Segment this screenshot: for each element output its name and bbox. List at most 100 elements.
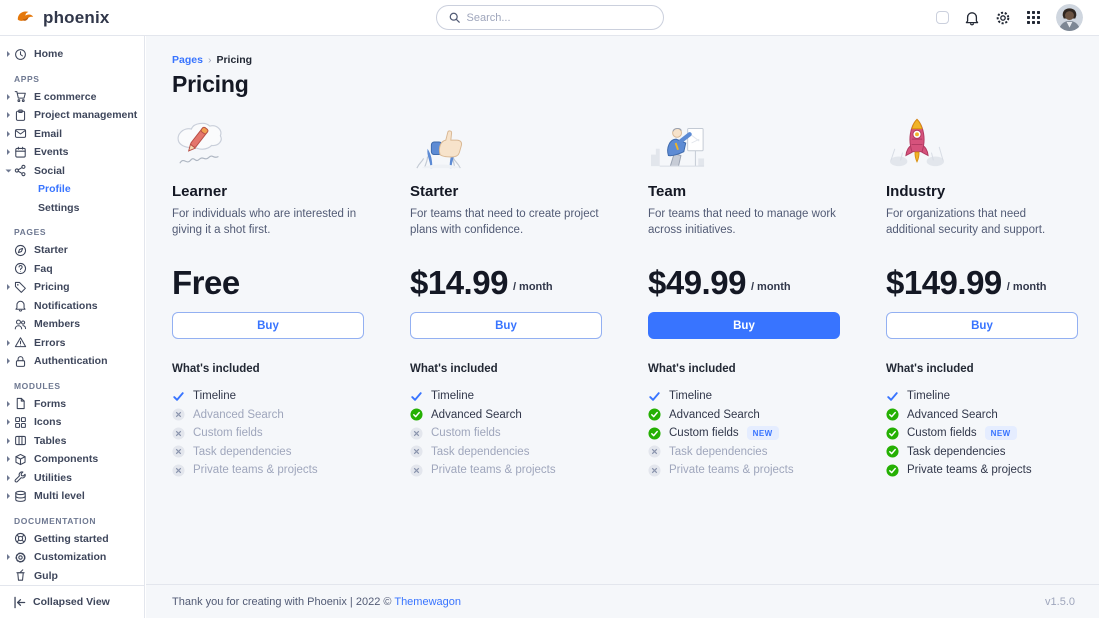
plan-price: $49.99 (648, 264, 746, 301)
feature-label: Private teams & projects (193, 464, 318, 477)
plan-period: / month (750, 281, 791, 293)
check-circle-icon (886, 445, 899, 458)
caret-icon (7, 93, 10, 100)
x-circle-icon (410, 445, 423, 458)
feature-label: Task dependencies (907, 445, 1006, 458)
sidebar-item-icons[interactable]: Icons (0, 413, 144, 432)
plan-price: $14.99 (410, 264, 508, 301)
sidebar-item-pricing[interactable]: Pricing (0, 278, 144, 297)
layers-icon (14, 489, 28, 503)
buy-button-industry[interactable]: Buy (886, 312, 1078, 339)
caret-icon (7, 284, 10, 291)
sidebar-item-utilities[interactable]: Utilities (0, 469, 144, 488)
file-icon (14, 397, 28, 411)
sidebar-item-starter[interactable]: Starter (0, 241, 144, 260)
theme-toggle[interactable] (936, 11, 949, 24)
new-badge: NEW (746, 426, 779, 441)
check-circle-icon (410, 408, 423, 421)
breadcrumb-separator: › (207, 54, 212, 66)
pencil-illustration (172, 114, 364, 170)
plan-description: For teams that need to manage work acros… (648, 208, 836, 236)
caret-icon (7, 339, 10, 346)
sidebar-item-events[interactable]: Events (0, 143, 144, 162)
buy-button-learner[interactable]: Buy (172, 312, 364, 339)
sidebar-item-members[interactable]: Members (0, 315, 144, 334)
breadcrumb-pages-link[interactable]: Pages (172, 54, 203, 66)
collapse-view-button[interactable]: Collapsed View (0, 585, 144, 618)
sidebar-item-social[interactable]: Social (0, 162, 144, 181)
sidebar-item-settings[interactable]: Settings (38, 201, 80, 214)
sidebar-item-label: Faq (34, 262, 53, 275)
calendar-icon (14, 145, 28, 159)
x-circle-icon (410, 427, 423, 440)
caret-icon (7, 554, 10, 561)
sidebar-item-label: Errors (34, 336, 66, 349)
buy-button-starter[interactable]: Buy (410, 312, 602, 339)
sidebar-item-tables[interactable]: Tables (0, 432, 144, 451)
sidebar-item-notifications[interactable]: Notifications (0, 297, 144, 316)
breadcrumb-current: Pricing (216, 54, 253, 66)
feature-item-private-teams-projects: Private teams & projects (886, 461, 1078, 480)
feature-item-custom-fields: Custom fields (410, 424, 602, 443)
sidebar-item-multi-level[interactable]: Multi level (0, 487, 144, 506)
sidebar-item-getting-started[interactable]: Getting started (0, 530, 144, 549)
feature-label: Timeline (431, 390, 475, 403)
sidebar-item-profile[interactable]: Profile (38, 183, 71, 196)
themewagon-link[interactable]: Themewagon (394, 595, 461, 608)
sidebar-item-components[interactable]: Components (0, 450, 144, 469)
notifications-button[interactable] (964, 10, 980, 26)
plan-name: Learner (172, 183, 228, 200)
x-circle-icon (172, 464, 185, 477)
plan-description: For individuals who are interested in gi… (172, 208, 357, 236)
caret-icon (7, 358, 10, 365)
whats-included-heading: What's included (886, 363, 974, 375)
sidebar-item-label: Members (34, 318, 81, 331)
user-avatar[interactable] (1056, 4, 1083, 31)
footer-thanks: Thank you for creating with Phoenix | 20… (172, 595, 395, 608)
page-title: Pricing (172, 71, 249, 97)
thumbs-illustration (410, 114, 602, 170)
sidebar-item-label: Events (34, 146, 69, 159)
buy-button-team[interactable]: Buy (648, 312, 840, 339)
sidebar-item-project-management[interactable]: Project management (0, 106, 144, 125)
sidebar-item-gulp[interactable]: Gulp (0, 567, 144, 586)
sidebar-item-customization[interactable]: Customization (0, 548, 144, 567)
search-input[interactable] (466, 11, 651, 24)
feature-item-task-dependencies: Task dependencies (886, 443, 1078, 462)
sidebar-item-email[interactable]: Email (0, 125, 144, 144)
sidebar-item-e-commerce[interactable]: E commerce (0, 88, 144, 107)
pricing-grid: Learner For individuals who are intereste… (172, 114, 1078, 480)
check-icon (648, 390, 661, 403)
sidebar: Home APPS E commerce Project management Emai… (0, 36, 145, 618)
gear-icon (14, 550, 28, 564)
apps-menu-button[interactable] (1026, 10, 1041, 25)
collapse-icon (14, 596, 26, 608)
warning-icon (14, 336, 28, 350)
users-icon (14, 317, 28, 331)
sidebar-item-home[interactable]: Home (0, 45, 144, 64)
feature-label: Advanced Search (907, 408, 998, 421)
table-icon (14, 434, 28, 448)
feature-label: Task dependencies (669, 445, 768, 458)
feature-list: Timeline Advanced Search Custom fields Task… (410, 387, 602, 480)
top-navbar: phoenix (0, 0, 1099, 36)
feature-item-task-dependencies: Task dependencies (172, 443, 364, 462)
sidebar-item-faq[interactable]: Faq (0, 260, 144, 279)
sidebar-item-label: Notifications (34, 299, 98, 312)
section-label-pages: PAGES (14, 227, 47, 237)
lifering-icon (14, 532, 28, 546)
check-circle-icon (886, 408, 899, 421)
brand-logo[interactable]: phoenix (16, 8, 110, 28)
sidebar-item-label: Utilities (34, 471, 72, 484)
feature-label: Custom fields (193, 427, 263, 440)
sidebar-item-label: Customization (34, 551, 107, 564)
feature-item-advanced-search: Advanced Search (410, 406, 602, 425)
sidebar-item-errors[interactable]: Errors (0, 334, 144, 353)
sidebar-item-forms[interactable]: Forms (0, 395, 144, 414)
search-box[interactable] (435, 5, 664, 30)
sidebar-item-authentication[interactable]: Authentication (0, 352, 144, 371)
plan-name: Starter (410, 183, 459, 200)
feature-label: Custom fields (669, 427, 739, 440)
feature-item-private-teams-projects: Private teams & projects (172, 461, 364, 480)
settings-button[interactable] (995, 10, 1011, 26)
